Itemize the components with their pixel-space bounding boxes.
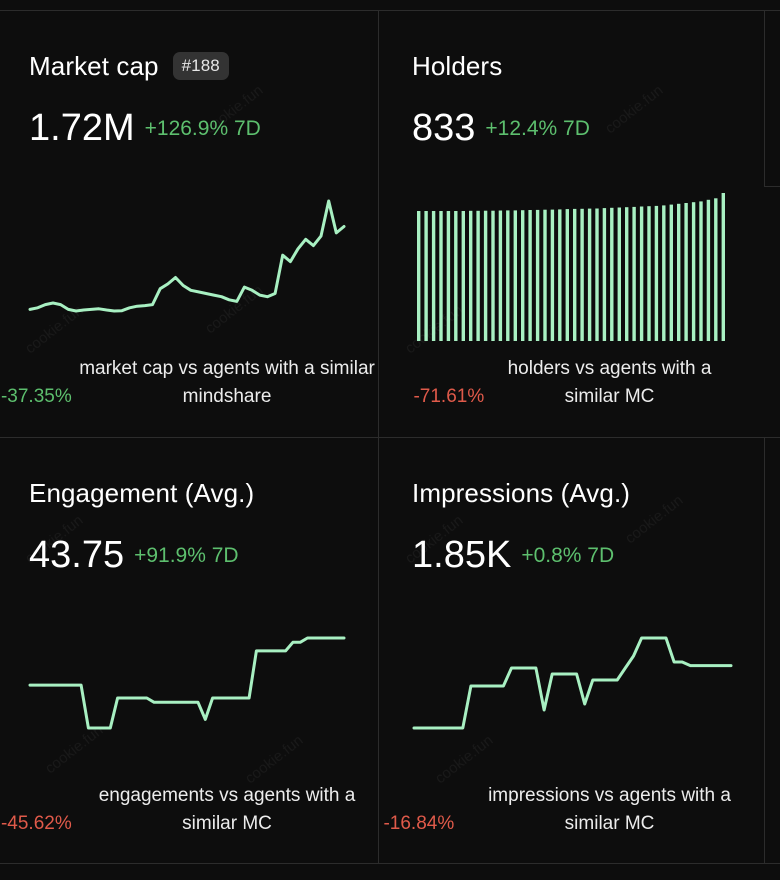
holders-bar xyxy=(483,210,488,341)
holders-footnote: -71.61% holders vs agents with a similar… xyxy=(379,355,764,411)
holders-bar xyxy=(424,211,428,341)
impressions-value: 1.85K xyxy=(412,534,512,576)
market-cap-chart xyxy=(28,199,346,313)
impressions-footnote-text: impressions vs agents with a similar MC xyxy=(488,785,731,834)
holders-bar xyxy=(647,206,651,341)
holders-card: Holders 833 +12.4% 7D -71.61% holders vs … xyxy=(379,11,764,437)
holders-bar xyxy=(417,211,421,341)
holders-bar xyxy=(506,210,510,341)
market-cap-value-row: 1.72M +126.9% 7D xyxy=(29,107,261,150)
holders-bar xyxy=(565,209,569,341)
impressions-change: +0.8% 7D xyxy=(521,543,615,567)
market-cap-card: Market cap #188 1.72M +126.9% 7D -37.35% m… xyxy=(0,11,378,437)
market-cap-footnote: -37.35% market cap vs agents with a simi… xyxy=(0,355,378,411)
holders-bar xyxy=(491,210,495,341)
holders-bar xyxy=(431,211,436,341)
holders-bar xyxy=(602,208,607,341)
holders-bar xyxy=(439,211,443,341)
panel-edge-divider xyxy=(764,11,765,186)
holders-bar xyxy=(558,209,562,341)
holders-bar xyxy=(543,209,547,341)
holders-bar xyxy=(580,208,584,341)
holders-title: Holders xyxy=(412,51,503,81)
holders-bar xyxy=(684,203,688,341)
market-cap-title: Market cap #188 xyxy=(29,51,229,82)
holders-bar xyxy=(669,204,673,341)
market-cap-title-label: Market cap xyxy=(29,51,159,81)
holders-bar xyxy=(714,198,718,341)
holders-bar xyxy=(632,206,636,341)
holders-bar xyxy=(677,203,681,341)
holders-bar xyxy=(446,211,451,341)
grid-divider-vertical xyxy=(378,11,379,863)
engagement-chart xyxy=(28,636,346,730)
holders-change: +12.4% 7D xyxy=(485,116,590,140)
market-cap-footnote-text: market cap vs agents with a similar mind… xyxy=(79,358,375,407)
impressions-footnote-pct: -16.84% xyxy=(383,813,455,834)
holders-bar xyxy=(617,207,621,341)
holders-bar xyxy=(528,210,532,341)
impressions_sparkline-line xyxy=(412,636,733,730)
holders-footnote-pct: -71.61% xyxy=(413,386,485,407)
holders-bar xyxy=(706,199,711,341)
holders-bar xyxy=(521,210,525,341)
holders-bar xyxy=(691,202,696,341)
holders-bar xyxy=(535,209,540,341)
holders-bar xyxy=(625,207,629,341)
engagement-footnote-text: engagements vs agents with a similar MC xyxy=(98,785,356,834)
holders-footnote-text: holders vs agents with a similar MC xyxy=(507,358,712,407)
holders-bar xyxy=(639,206,644,341)
holders-bar xyxy=(610,207,614,341)
holders-bar xyxy=(587,208,592,341)
engagement-value-row: 43.75 +91.9% 7D xyxy=(29,534,239,577)
engagement-title: Engagement (Avg.) xyxy=(29,478,255,508)
holders-bar xyxy=(461,211,465,341)
panel-edge-divider xyxy=(764,186,780,187)
holders-value-row: 833 +12.4% 7D xyxy=(412,107,590,150)
impressions-title: Impressions (Avg.) xyxy=(412,478,631,508)
engagement-change: +91.9% 7D xyxy=(134,543,239,567)
market-cap-change: +126.9% 7D xyxy=(144,116,261,140)
holders-bar xyxy=(454,211,458,341)
market-cap-footnote-pct: -37.35% xyxy=(0,386,72,407)
engagement-footnote-pct: -45.62% xyxy=(0,813,72,834)
impressions-card: Impressions (Avg.) 1.85K +0.8% 7D -16.84%… xyxy=(379,438,764,864)
engagement_sparkline-line xyxy=(28,636,346,730)
holders-bar xyxy=(699,201,703,341)
market_cap_sparkline-line xyxy=(28,199,346,313)
grid-divider-horizontal xyxy=(0,437,780,438)
engagement-value: 43.75 xyxy=(29,534,125,576)
holders-bar xyxy=(595,208,599,341)
holders-value: 833 xyxy=(412,107,476,149)
holders-bar xyxy=(662,205,666,341)
rank-badge: #188 xyxy=(172,52,229,80)
holders-bar xyxy=(498,210,503,341)
panel-edge-divider xyxy=(764,437,765,863)
holders-bar xyxy=(469,210,473,341)
impressions-chart xyxy=(412,636,733,730)
holders-bar xyxy=(573,208,577,341)
holders-bar xyxy=(476,210,480,341)
market-cap-value: 1.72M xyxy=(29,107,135,149)
holders-chart xyxy=(417,193,725,341)
holders-bar xyxy=(513,210,517,341)
impressions-footnote: -16.84% impressions vs agents with a sim… xyxy=(379,782,764,838)
engagement-card: Engagement (Avg.) 43.75 +91.9% 7D -45.62%… xyxy=(0,438,378,864)
metrics-panel: cookie.fun cookie.fun cookie.fun cookie.… xyxy=(0,10,780,864)
holders-bar xyxy=(721,193,725,341)
impressions-value-row: 1.85K +0.8% 7D xyxy=(412,534,614,577)
engagement-footnote: -45.62% engagements vs agents with a sim… xyxy=(0,782,378,838)
holders-bar xyxy=(654,205,659,341)
holders-bar xyxy=(550,209,555,341)
